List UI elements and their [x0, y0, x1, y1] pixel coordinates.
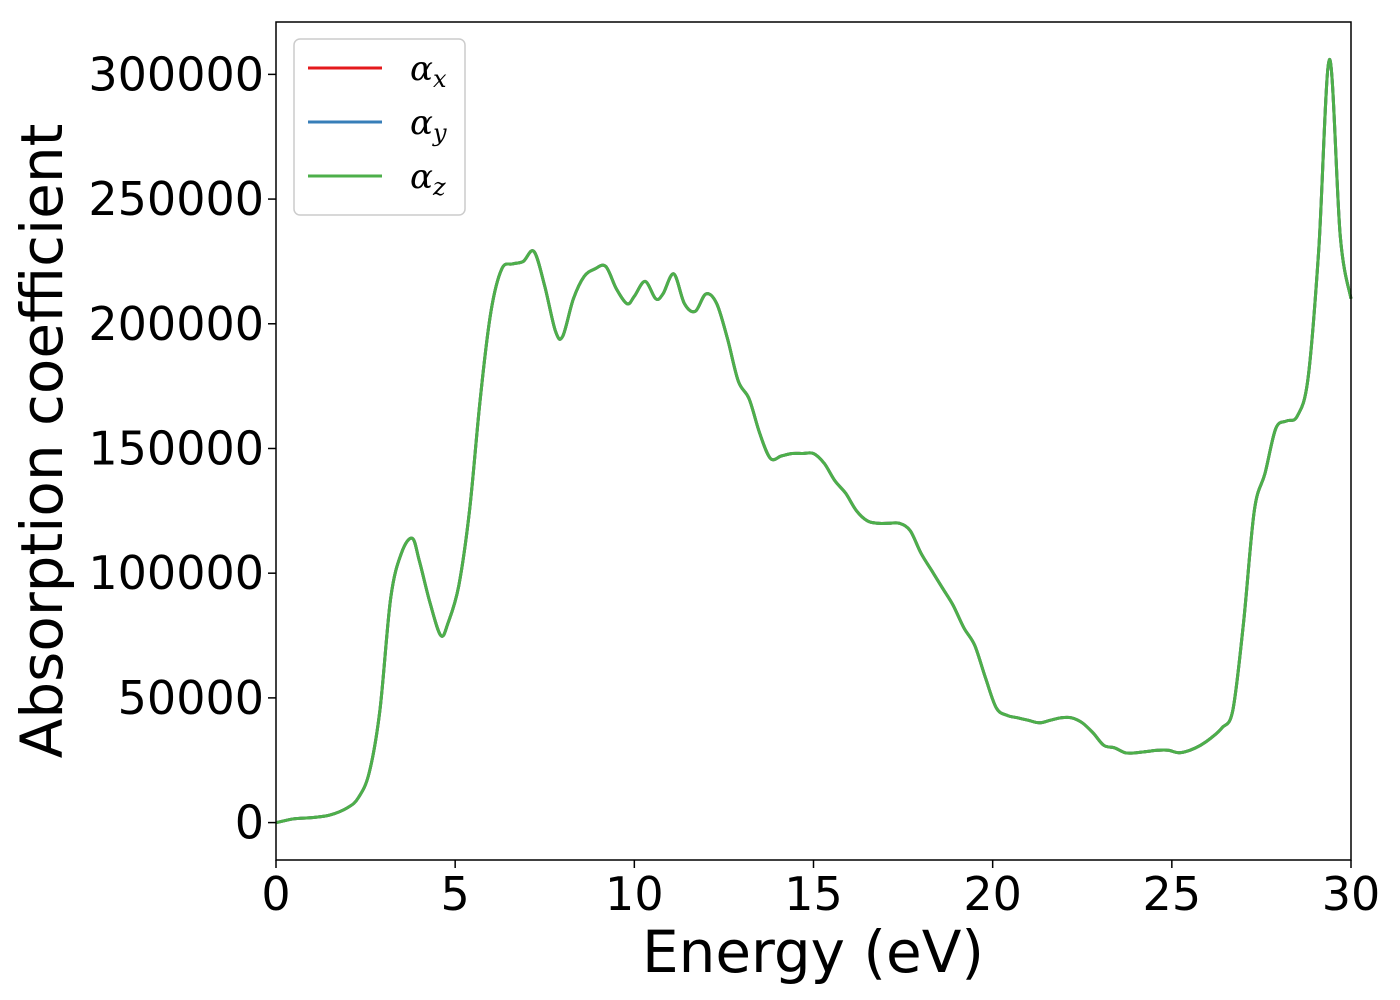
legend-label-x: αx: [410, 49, 447, 93]
legend-label-z: αz: [410, 157, 446, 201]
x-tick-label: 25: [1143, 867, 1202, 921]
legend-label-y: αy: [410, 103, 447, 147]
y-tick-label: 50000: [118, 671, 264, 725]
y-tick-label: 300000: [88, 47, 264, 101]
x-tick-label: 10: [605, 867, 664, 921]
y-axis-ticks: 0 50000 100000 150000 200000 250000 300000: [88, 47, 276, 850]
x-axis-ticks: 0 5 10 15 20 25 30: [261, 860, 1380, 921]
x-tick-label: 5: [441, 867, 470, 921]
y-tick-label: 100000: [88, 546, 264, 600]
y-tick-label: 250000: [88, 172, 264, 226]
x-axis-title: Energy (eV): [642, 918, 984, 986]
y-tick-label: 0: [235, 796, 264, 850]
x-tick-label: 0: [261, 867, 290, 921]
series-line-3: [275, 57, 1353, 825]
x-tick-label: 20: [963, 867, 1022, 921]
series-layer: [275, 57, 1353, 825]
y-tick-label: 200000: [88, 297, 264, 351]
y-axis-title: Absorption coefficient: [8, 124, 76, 759]
x-tick-label: 30: [1322, 867, 1381, 921]
x-tick-label: 15: [784, 867, 843, 921]
legend-box: [293, 38, 466, 216]
legend: αx αy αz: [293, 38, 466, 216]
y-tick-label: 150000: [88, 421, 264, 475]
